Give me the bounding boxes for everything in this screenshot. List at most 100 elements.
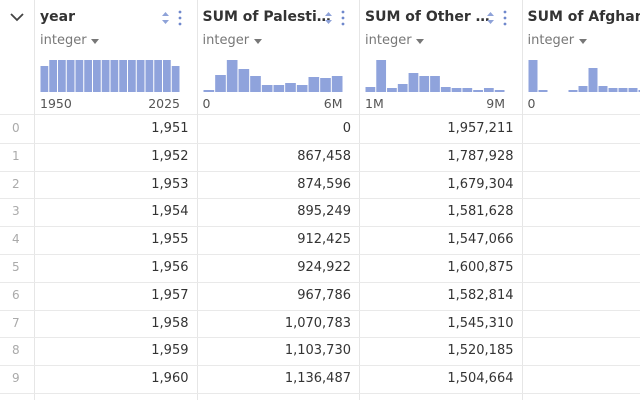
hist-bar [163, 60, 171, 92]
menu-dot [178, 16, 182, 20]
hist-bar [128, 60, 136, 92]
hist-bar [238, 69, 249, 92]
column-type: integer [202, 33, 250, 48]
type-caret [91, 39, 99, 44]
hist-bar [136, 60, 145, 92]
hist-bar [419, 76, 430, 92]
row-divider [0, 198, 640, 200]
hist-bar [451, 88, 462, 92]
cell: 1,545,310 [447, 315, 514, 331]
hist-bar [296, 85, 307, 92]
hist-bar [588, 68, 597, 92]
type-caret [578, 39, 587, 44]
column-menu[interactable] [323, 9, 347, 27]
hist-bar [226, 60, 237, 92]
hist-bar [598, 86, 607, 92]
hist-bar [171, 66, 180, 92]
menu-dot [503, 22, 507, 26]
caret [253, 39, 262, 44]
hist-bar [66, 60, 75, 92]
column-menu[interactable] [485, 9, 509, 27]
type-caret [253, 39, 262, 44]
hist-bar [638, 90, 640, 92]
menu-dot [341, 10, 344, 14]
cell: 1,520,185 [447, 343, 514, 359]
cell: 1,955 [151, 232, 189, 248]
hist-max: 6M [323, 96, 343, 111]
hist-bar [214, 75, 226, 92]
row-index: 1 [12, 148, 20, 163]
cell: 912,425 [297, 232, 351, 248]
column-name[interactable]: SUM of Other … [365, 9, 490, 25]
row-index: 2 [12, 176, 20, 191]
hist-bar [618, 88, 627, 92]
hist-bar [203, 90, 214, 92]
cell: 1,960 [151, 371, 189, 387]
type-caret [416, 39, 424, 44]
hist-bar [473, 90, 483, 92]
menu-dot [178, 10, 182, 14]
cell: 1,958 [151, 315, 189, 331]
cell: 1,787,928 [447, 148, 514, 164]
hist-bar [101, 60, 110, 92]
column-name[interactable]: year [40, 9, 75, 25]
caret [416, 39, 424, 44]
column-divider [521, 0, 523, 400]
column-type: integer [40, 33, 87, 48]
hist-bar [430, 76, 440, 92]
hist-bar [440, 87, 451, 92]
hist-bar [84, 60, 92, 92]
row-divider [0, 309, 640, 311]
cell: 1,956 [151, 260, 189, 275]
histogram [365, 60, 505, 92]
cell: 895,249 [297, 204, 351, 220]
column-name[interactable]: SUM of Afghan… [527, 9, 640, 25]
hist-bar [110, 60, 119, 92]
hist-bar [40, 66, 49, 92]
histogram [40, 60, 180, 92]
cell: 1,103,730 [284, 343, 351, 359]
row-divider [0, 226, 640, 228]
cell: 1,582,814 [447, 287, 514, 303]
column-name[interactable]: SUM of Palesti… [202, 9, 331, 25]
cell: 1,952 [151, 148, 189, 164]
column-type: integer [365, 33, 412, 48]
hist-bar [58, 60, 66, 92]
hist-bar [483, 88, 494, 92]
cell: 1,070,783 [284, 315, 351, 331]
hist-bar [608, 88, 617, 92]
hist-bar [462, 88, 473, 92]
hist-bar [528, 60, 537, 92]
caret [578, 39, 587, 44]
histogram [203, 60, 342, 92]
row-divider [0, 393, 640, 394]
menu-dot [503, 10, 507, 14]
sort-icon [487, 12, 494, 24]
cell: 1,679,304 [447, 176, 514, 192]
row-divider [0, 254, 640, 255]
cell: 0 [342, 121, 351, 136]
expand-toggle[interactable] [9, 11, 25, 23]
hist-min: 1M [365, 96, 384, 111]
hist-bar [284, 83, 296, 92]
row-index: 6 [12, 287, 20, 302]
hist-bar [119, 60, 127, 92]
row-divider [0, 365, 640, 367]
column-divider [196, 0, 198, 400]
column-divider [34, 0, 35, 400]
cell: 874,596 [297, 176, 351, 192]
menu-dot [341, 22, 344, 26]
cell: 1,957 [151, 287, 189, 303]
hist-bar [75, 60, 84, 92]
column-type: integer [527, 33, 575, 48]
row-index: 8 [12, 343, 20, 358]
row-divider [0, 337, 640, 339]
hist-bar [249, 76, 261, 92]
column-menu[interactable] [160, 9, 184, 27]
cell: 867,458 [297, 148, 351, 164]
cell: 1,136,487 [284, 371, 351, 387]
hist-min: 1950 [40, 96, 72, 111]
cell: 924,922 [297, 260, 351, 275]
cell: 967,786 [297, 287, 351, 303]
